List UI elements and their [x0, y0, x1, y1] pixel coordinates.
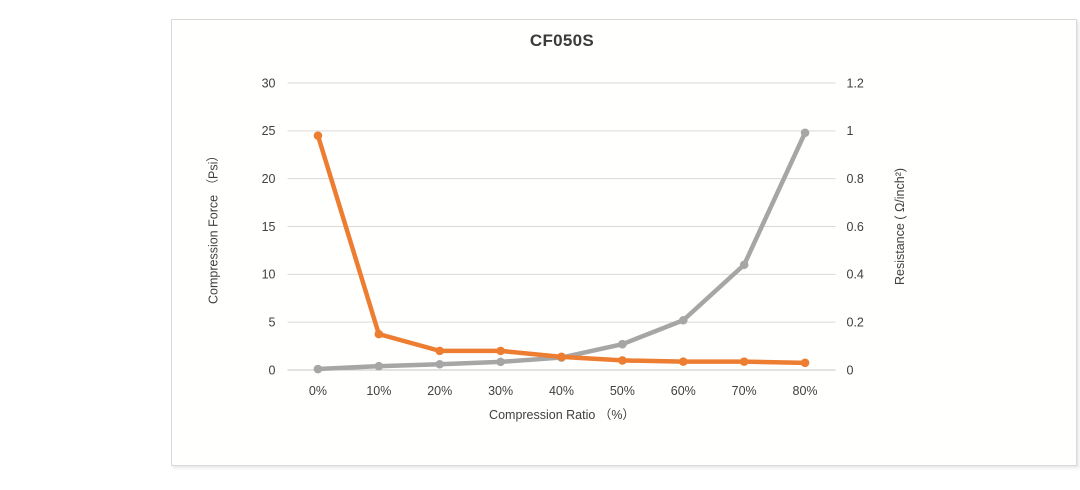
y-right-tick-label: 0.2 — [847, 315, 864, 329]
x-tick-label: 80% — [793, 384, 818, 398]
series-0-data-point — [374, 361, 384, 371]
y-left-tick-label: 15 — [262, 220, 276, 234]
series-1-data-point — [435, 346, 445, 356]
y-right-tick-label: 0.6 — [847, 220, 864, 234]
series-0-data-point — [618, 339, 627, 349]
x-tick-label: 10% — [366, 384, 391, 398]
series-0-data-point — [435, 359, 445, 369]
y-left-tick-label: 0 — [269, 363, 276, 377]
series-1-data-point — [618, 356, 627, 365]
series-0-data-point — [739, 260, 749, 270]
series-line-0 — [315, 130, 808, 372]
series-1-data-point — [557, 352, 566, 362]
x-tick-label: 60% — [671, 384, 696, 398]
series-0-data-point — [313, 364, 323, 374]
plot-svg: 30 1.2 25 1 20 0.8 15 0.6 10 0.4 5 0.2 0 0 0% 10% 20% 30%… — [262, 76, 864, 398]
series-0-data-point — [496, 357, 505, 367]
y-left-tick-label: 5 — [269, 315, 276, 329]
series-1-data-point — [496, 346, 505, 356]
chart-title: CF050S — [529, 31, 595, 50]
y-right-tick-label: 0.8 — [847, 172, 864, 186]
series-1-data-point — [374, 329, 384, 339]
series-1-data-point — [739, 357, 749, 366]
y-left-tick-label: 25 — [262, 124, 276, 138]
x-tick-label: 40% — [549, 384, 574, 398]
series-line-1 — [315, 133, 808, 366]
x-tick-label: 30% — [488, 384, 513, 398]
x-tick-label: 50% — [610, 384, 635, 398]
series-1-data-point — [678, 357, 688, 366]
series-1-data-point — [313, 131, 323, 140]
y-right-tick-label: 1.2 — [847, 76, 864, 90]
chart-card: CF050S Compression Force （Psi） Resistanc… — [171, 19, 1077, 466]
y-left-tick-label: 30 — [262, 76, 276, 90]
x-tick-label: 0% — [309, 384, 327, 398]
x-axis-title: Compression Ratio （%） — [489, 408, 635, 422]
x-tick-label: 20% — [427, 384, 452, 398]
series-0-data-point — [800, 128, 810, 138]
x-tick-label: 70% — [732, 384, 757, 398]
y-right-tick-label: 0.4 — [847, 268, 864, 282]
series-0-data-point — [678, 315, 688, 325]
y-right-tick-label: 1 — [847, 124, 854, 138]
y-left-tick-label: 20 — [262, 172, 276, 186]
series-1-data-point — [800, 358, 810, 368]
y-left-tick-label: 10 — [262, 268, 276, 282]
y-right-tick-label: 0 — [847, 363, 854, 377]
